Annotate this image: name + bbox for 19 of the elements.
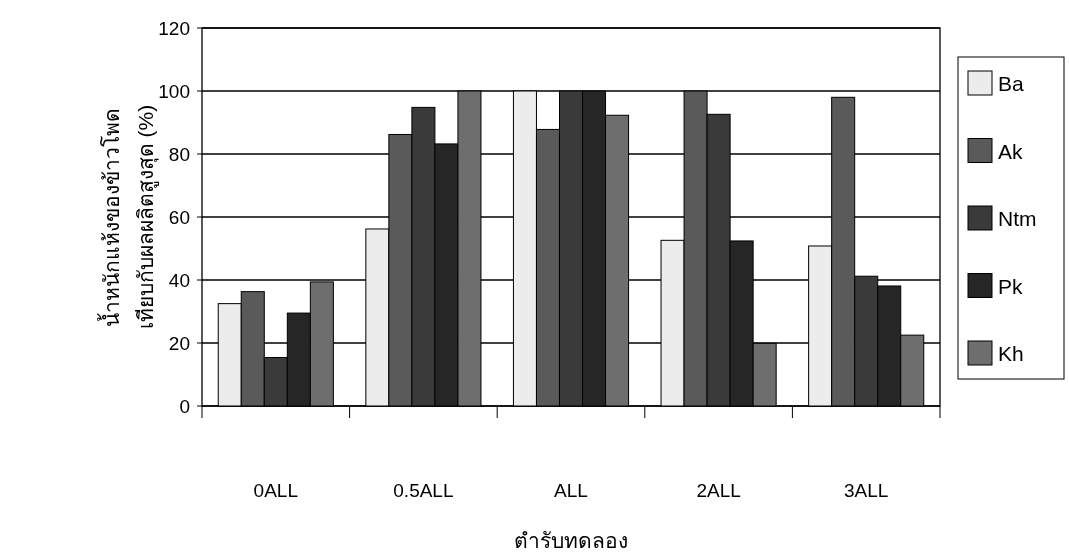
x-tick-label: ALL: [554, 480, 588, 501]
y-tick-label: 80: [168, 144, 190, 165]
legend-label: Pk: [998, 274, 1024, 298]
x-tick-label: 2ALL: [696, 480, 741, 501]
y-axis-title: น้ำหนักแห้งของข้าวโพด เทียบกับผลผลิตสูงสุด (%): [97, 104, 159, 330]
y-tick-label: 120: [158, 18, 190, 39]
y-tick-label: 60: [168, 207, 190, 228]
legend-label: Ba: [998, 72, 1025, 95]
x-tick-label: 0ALL: [253, 480, 298, 501]
legend-label: Ntm: [998, 207, 1037, 230]
legend-label: Ak: [998, 139, 1024, 163]
y-tick-label: 100: [158, 81, 190, 102]
y-tick-label: 0: [179, 396, 190, 417]
x-axis-title: ตำรับทดลอง: [514, 529, 628, 552]
x-tick-label: 0.5ALL: [393, 480, 454, 501]
y-tick-label: 40: [168, 270, 190, 291]
legend-label: Kh: [998, 342, 1024, 365]
y-tick-label: 20: [168, 333, 190, 354]
x-tick-label: 3ALL: [844, 480, 889, 501]
